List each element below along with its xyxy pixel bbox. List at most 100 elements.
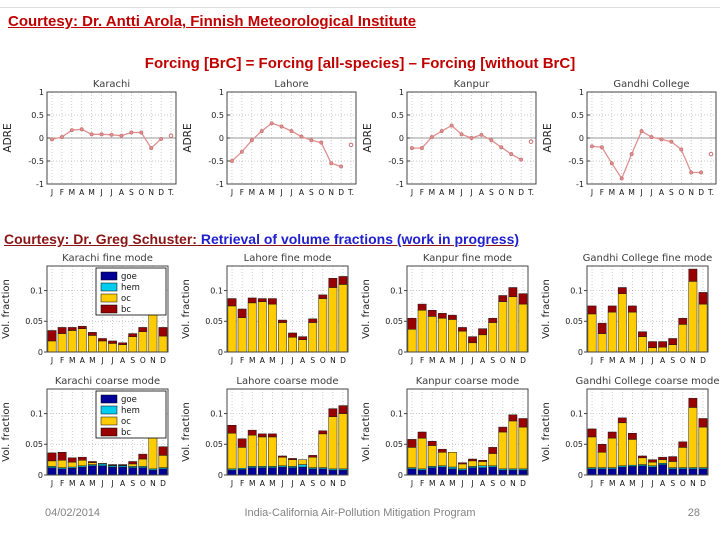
- svg-text:hem: hem: [121, 406, 140, 416]
- svg-text:0: 0: [578, 471, 583, 480]
- chart-title: Gandhi College coarse mode: [575, 376, 719, 387]
- svg-text:J: J: [639, 188, 642, 197]
- svg-text:A: A: [80, 356, 86, 365]
- plot-area: [46, 265, 169, 353]
- courtesy-schuster-heading: Courtesy: Dr. Greg Schuster: Retrieval o…: [4, 231, 519, 247]
- gandhi-college-coarse-mode-svg: Gandhi College coarse mode Vol. fraction 0…: [541, 376, 720, 488]
- y-axis-label: Vol. fraction: [181, 279, 192, 339]
- svg-text:S: S: [310, 479, 315, 488]
- svg-text:F: F: [420, 479, 424, 488]
- svg-text:0.05: 0.05: [385, 317, 403, 326]
- svg-text:M: M: [249, 188, 255, 197]
- svg-text:-1: -1: [396, 180, 404, 189]
- svg-text:N: N: [510, 356, 516, 365]
- total-marker: [708, 151, 714, 157]
- svg-text:0.5: 0.5: [391, 111, 404, 120]
- svg-text:J: J: [110, 479, 113, 488]
- svg-text:T.: T.: [347, 188, 354, 197]
- svg-text:M: M: [609, 188, 615, 197]
- svg-text:-0.5: -0.5: [208, 157, 224, 166]
- bars: [587, 268, 708, 353]
- svg-text:-0.5: -0.5: [388, 157, 404, 166]
- plot-area: [586, 265, 709, 353]
- svg-text:0: 0: [398, 348, 403, 357]
- svg-text:J: J: [470, 479, 473, 488]
- footer-program-title: India-California Air-Pollution Mitigatio…: [244, 507, 476, 519]
- svg-text:goe: goe: [121, 272, 137, 282]
- svg-text:M: M: [449, 356, 455, 365]
- svg-text:O: O: [678, 188, 684, 197]
- svg-text:J: J: [460, 356, 463, 365]
- svg-text:D: D: [518, 188, 524, 197]
- svg-text:S: S: [130, 356, 135, 365]
- svg-text:D: D: [340, 479, 346, 488]
- svg-text:T.: T.: [527, 188, 534, 197]
- bars: [407, 287, 528, 353]
- svg-text:0.05: 0.05: [205, 317, 223, 326]
- chart-karachi-adre: Karachi ADRE 1 0.5 0 -0.5 -1 J F M A M J J A S O N D T.: [0, 78, 180, 213]
- total-marker: [348, 142, 354, 148]
- svg-text:A: A: [480, 479, 486, 488]
- svg-text:A: A: [440, 479, 446, 488]
- plot-area: [586, 91, 717, 185]
- plot-area: [226, 91, 357, 185]
- svg-text:O: O: [680, 479, 686, 488]
- svg-text:M: M: [609, 479, 615, 488]
- svg-text:M: M: [429, 188, 435, 197]
- svg-text:-1: -1: [216, 180, 224, 189]
- svg-text:O: O: [498, 188, 504, 197]
- courtesy-schuster-red-text: Courtesy: Dr. Greg Schuster:: [4, 231, 197, 247]
- chart-gandhi-college-coarse-mode: Gandhi College coarse mode Vol. fraction 0…: [540, 375, 720, 502]
- svg-text:A: A: [480, 356, 486, 365]
- svg-text:0.5: 0.5: [571, 111, 584, 120]
- svg-text:A: A: [660, 479, 666, 488]
- svg-text:M: M: [449, 479, 455, 488]
- svg-text:J: J: [99, 188, 102, 197]
- plot-area: [226, 265, 349, 353]
- svg-text:A: A: [80, 479, 86, 488]
- svg-text:D: D: [520, 479, 526, 488]
- svg-text:D: D: [160, 479, 166, 488]
- data-line: [231, 122, 342, 168]
- karachi-fine-mode-svg: Karachi fine mode Vol. fraction 0 0.05 0.1 go…: [1, 253, 169, 365]
- svg-text:J: J: [590, 479, 593, 488]
- y-axis-label: ADRE: [2, 123, 14, 152]
- svg-text:O: O: [680, 356, 686, 365]
- svg-text:0.05: 0.05: [205, 440, 223, 449]
- svg-text:O: O: [138, 188, 144, 197]
- chart-lahore-fine-mode: Lahore fine mode Vol. fraction 0 0.05 0.1 J F M…: [180, 252, 360, 379]
- svg-text:D: D: [700, 479, 706, 488]
- svg-text:O: O: [500, 356, 506, 365]
- y-axis-label: Vol. fraction: [361, 402, 372, 462]
- svg-text:J: J: [410, 479, 413, 488]
- svg-text:F: F: [240, 356, 244, 365]
- svg-text:J: J: [460, 479, 463, 488]
- svg-text:0.5: 0.5: [211, 111, 224, 120]
- bars: [227, 276, 348, 353]
- svg-text:0: 0: [578, 348, 583, 357]
- svg-text:F: F: [420, 356, 424, 365]
- svg-text:M: M: [609, 356, 615, 365]
- svg-text:N: N: [688, 188, 694, 197]
- svg-text:hem: hem: [121, 283, 140, 293]
- svg-text:N: N: [690, 479, 696, 488]
- svg-text:0.1: 0.1: [390, 286, 403, 295]
- svg-text:D: D: [158, 188, 164, 197]
- svg-text:J: J: [590, 356, 593, 365]
- svg-text:M: M: [69, 479, 75, 488]
- chart-title: Karachi coarse mode: [55, 376, 160, 387]
- svg-text:J: J: [230, 188, 233, 197]
- svg-text:D: D: [520, 356, 526, 365]
- svg-text:J: J: [289, 188, 292, 197]
- svg-text:N: N: [510, 479, 516, 488]
- svg-text:M: M: [88, 188, 94, 197]
- karachi-coarse-mode-svg: Karachi coarse mode Vol. fraction 0 0.05 0.1…: [1, 376, 169, 488]
- svg-text:S: S: [670, 479, 675, 488]
- y-axis-label: Vol. fraction: [541, 402, 552, 462]
